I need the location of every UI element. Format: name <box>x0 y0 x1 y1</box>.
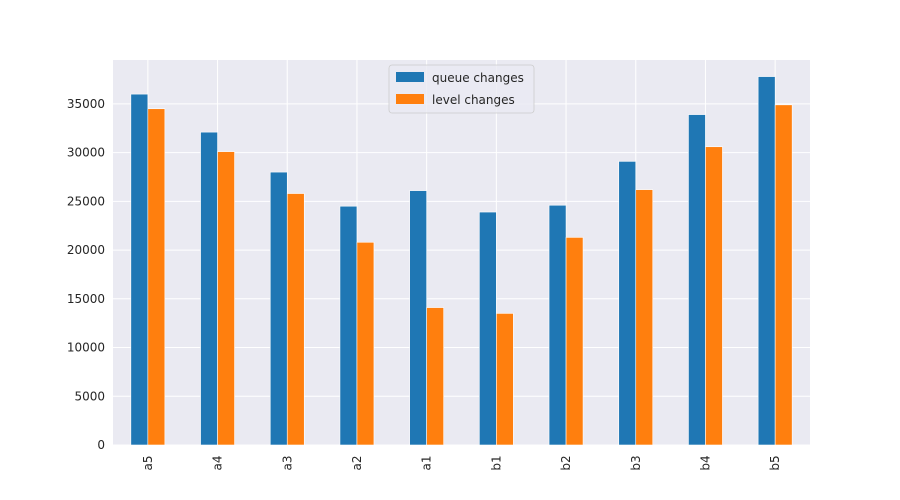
legend-swatch-queue-changes <box>396 72 424 82</box>
bar-queue-changes-b5 <box>757 76 776 446</box>
bar-level-changes-b5 <box>774 104 793 446</box>
bar-level-changes-a3 <box>286 193 305 446</box>
y-tick-label: 10000 <box>67 341 105 355</box>
bar-queue-changes-b4 <box>688 114 706 446</box>
x-tick-label: a1 <box>420 456 434 471</box>
x-tick-label: a4 <box>211 456 225 471</box>
y-tick-label: 5000 <box>74 389 105 403</box>
bar-level-changes-b3 <box>635 189 654 446</box>
bar-level-changes-a1 <box>426 307 444 446</box>
y-tick-label: 0 <box>97 438 105 452</box>
bar-level-changes-a5 <box>147 108 166 446</box>
bar-queue-changes-a3 <box>269 171 288 446</box>
x-tick-label: a5 <box>141 456 155 471</box>
bar-level-changes-b1 <box>496 313 514 446</box>
bar-queue-changes-a4 <box>200 131 218 446</box>
y-tick-label: 35000 <box>67 97 105 111</box>
y-tick-label: 20000 <box>67 243 105 257</box>
bar-level-changes-b4 <box>705 146 723 446</box>
legend-label-queue-changes: queue changes <box>432 71 524 85</box>
legend-label-level-changes: level changes <box>432 93 515 107</box>
bar-queue-changes-b1 <box>479 211 497 446</box>
bar-queue-changes-a2 <box>339 205 358 446</box>
x-tick-label: b2 <box>559 455 573 470</box>
x-tick-label: b5 <box>768 455 782 470</box>
bar-queue-changes-b2 <box>548 204 567 446</box>
y-tick-label: 15000 <box>67 292 105 306</box>
x-tick-label: b1 <box>489 455 503 470</box>
bar-queue-changes-a5 <box>130 93 149 446</box>
x-tick-labels: a5 a4 a3 a2 a1 b1 b2 b3 b4 b5 <box>141 455 782 470</box>
bars <box>130 76 793 446</box>
y-tick-label: 25000 <box>67 194 105 208</box>
bar-level-changes-b2 <box>565 237 584 446</box>
x-tick-label: b4 <box>698 455 712 470</box>
x-tick-label: a3 <box>280 456 294 471</box>
y-tick-labels: 0 5000 10000 15000 20000 25000 30000 35000 <box>67 97 105 452</box>
legend: queue changes level changes <box>388 64 535 114</box>
legend-box <box>388 64 535 114</box>
bar-queue-changes-a1 <box>409 190 427 446</box>
x-tick-label: b3 <box>629 455 643 470</box>
bar-queue-changes-b3 <box>618 161 637 446</box>
legend-swatch-level-changes <box>396 94 424 104</box>
y-tick-label: 30000 <box>67 146 105 160</box>
x-tick-label: a2 <box>350 456 364 471</box>
bar-level-changes-a4 <box>217 151 235 446</box>
bar-level-changes-a2 <box>356 241 375 446</box>
